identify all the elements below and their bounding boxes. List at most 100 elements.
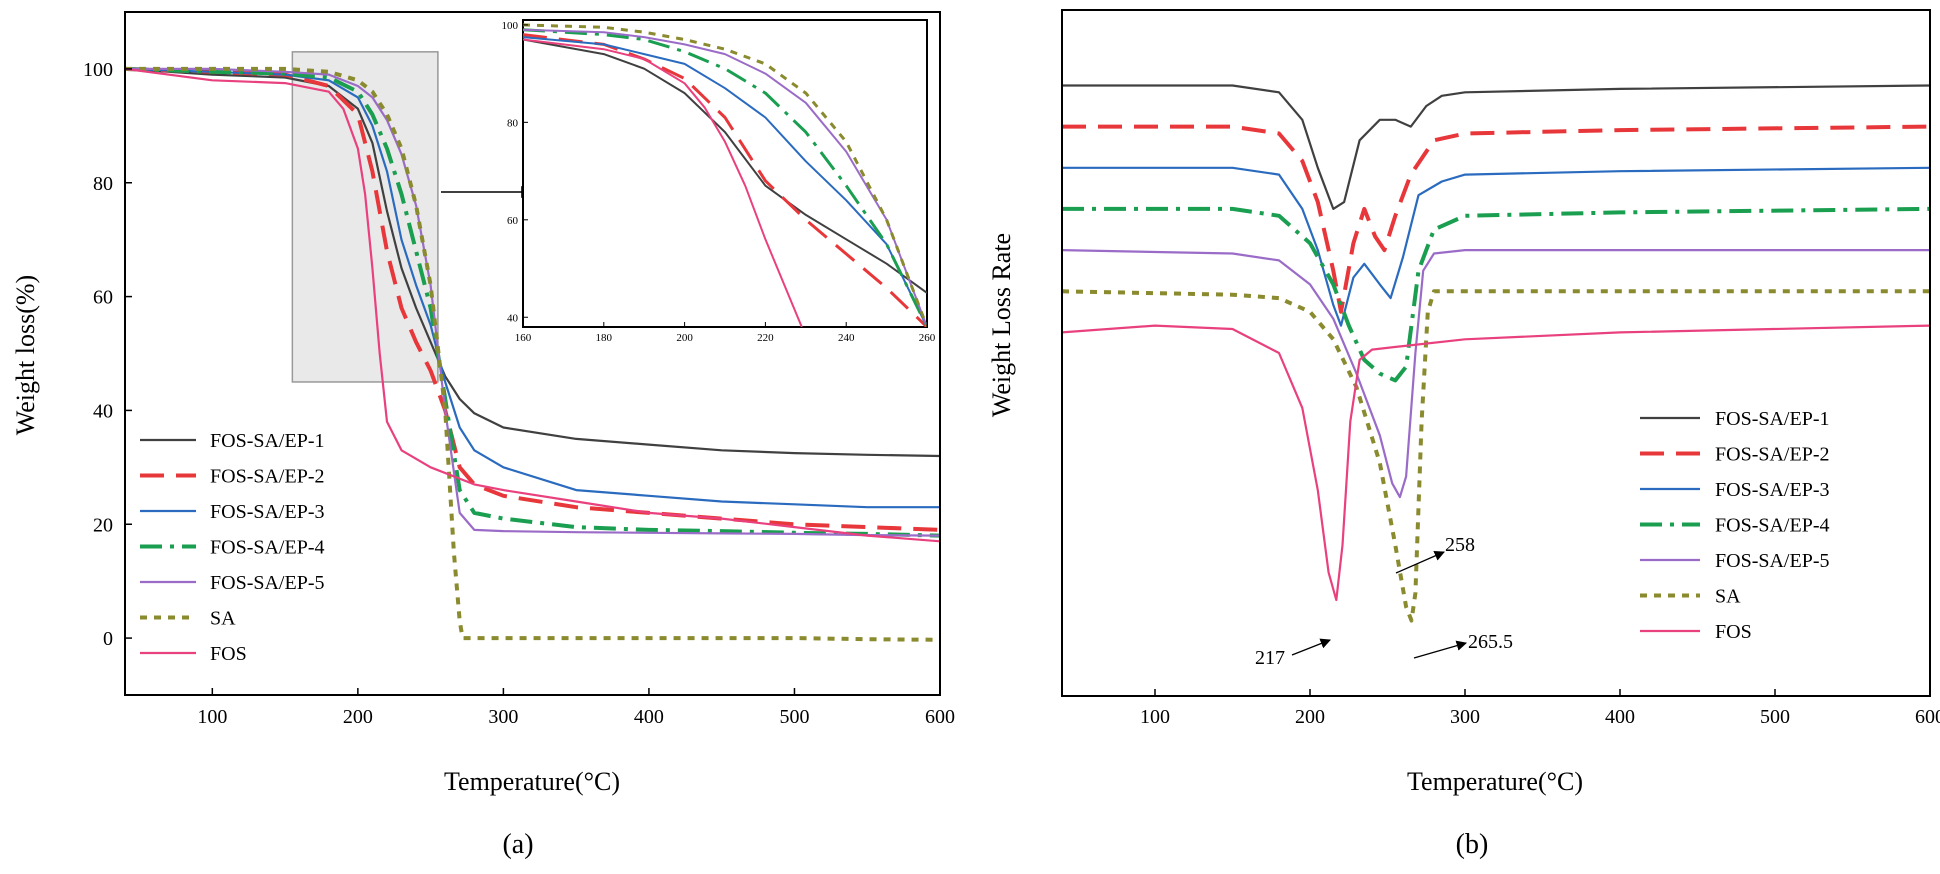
panel-b-x-tick-label: 600 xyxy=(1915,706,1940,728)
panel-a-y-tick-label: 0 xyxy=(103,628,113,650)
inset-series-fos xyxy=(523,38,803,327)
legend-label: FOS-SA/EP-1 xyxy=(210,430,324,452)
legend-item-fos-sa-ep-1: FOS-SA/EP-1 xyxy=(140,430,324,452)
panel-b-series-group xyxy=(1062,84,1930,623)
inset-series-fos-sa-ep-2 xyxy=(523,33,927,327)
inset-x-tick-label: 160 xyxy=(515,332,532,344)
panel-b-label: (b) xyxy=(1456,829,1489,860)
panel-a-x-ticks: 100 200 300 400 500 600 xyxy=(197,688,955,728)
legend-label: FOS-SA/EP-5 xyxy=(210,572,324,594)
panel-a-y-tick-label: 80 xyxy=(93,173,113,195)
panel-a-x-tick-label: 100 xyxy=(197,706,227,728)
panel-a-y-tick-label: 100 xyxy=(83,59,113,81)
inset-series-fos-sa-ep-3 xyxy=(523,36,927,327)
legend-item-fos-sa-ep-5: FOS-SA/EP-5 xyxy=(1640,550,1829,572)
legend-item-fos-sa-ep-3: FOS-SA/EP-3 xyxy=(140,501,324,523)
legend-item-fos-sa-ep-2: FOS-SA/EP-2 xyxy=(1640,444,1829,466)
legend-item-sa: SA xyxy=(140,608,236,630)
inset-x-tick-label: 220 xyxy=(757,332,774,344)
legend-item-fos-sa-ep-2: FOS-SA/EP-2 xyxy=(140,466,324,488)
panel-b-series-fos-sa-ep-5 xyxy=(1062,249,1930,499)
legend-item-fos: FOS xyxy=(1640,621,1752,643)
panel-b-series-fos-sa-ep-2 xyxy=(1062,124,1930,314)
panel-b-legend: FOS-SA/EP-1 FOS-SA/EP-2 FOS-SA/EP-3 FOS-SA/… xyxy=(1640,408,1829,643)
legend-label: FOS xyxy=(210,643,247,665)
panel-a-x-tick-label: 200 xyxy=(343,706,373,728)
inset-plot: 160 180 200 220 240 260 40 60 80 100 xyxy=(502,19,936,344)
panel-b-x-tick-label: 400 xyxy=(1605,706,1635,728)
inset-series-fos-sa-ep-1 xyxy=(523,38,927,294)
panel-b-series-sa xyxy=(1062,289,1930,623)
annotation-217: 217 xyxy=(1255,647,1285,669)
inset-series-fos-sa-ep-5 xyxy=(523,28,927,327)
inset-x-tick-label: 200 xyxy=(676,332,693,344)
panel-b-series-fos-sa-ep-1 xyxy=(1062,84,1930,210)
panel-a-y-tick-label: 40 xyxy=(93,400,113,422)
annotation-265-5-arrow xyxy=(1413,640,1467,659)
inset-y-tick-label: 80 xyxy=(507,117,519,129)
panel-b-x-tick-label: 500 xyxy=(1760,706,1790,728)
panel-a-y-tick-label: 20 xyxy=(93,514,113,536)
panel-a-y-tick-label: 60 xyxy=(93,287,113,309)
inset-series-sa xyxy=(523,23,927,327)
legend-label: FOS-SA/EP-3 xyxy=(1715,479,1829,501)
inset-x-tick-label: 180 xyxy=(596,332,613,344)
legend-label: SA xyxy=(1715,586,1741,608)
inset-x-ticks: 160 180 200 220 240 260 xyxy=(515,322,936,344)
panel-a-legend: FOS-SA/EP-1 FOS-SA/EP-2 FOS-SA/EP-3 FOS-SA/… xyxy=(140,430,324,665)
inset-y-ticks: 40 60 80 100 xyxy=(502,20,528,324)
panel-a-series-fos xyxy=(125,67,940,543)
legend-label: FOS xyxy=(1715,621,1752,643)
legend-item-sa: SA xyxy=(1640,586,1741,608)
legend-item-fos-sa-ep-5: FOS-SA/EP-5 xyxy=(140,572,324,594)
panel-a-label: (a) xyxy=(502,829,533,860)
legend-item-fos: FOS xyxy=(140,643,247,665)
legend-label: FOS-SA/EP-4 xyxy=(1715,515,1829,537)
panel-b-x-tick-label: 100 xyxy=(1140,706,1170,728)
panel-a-y-ticks: 0 20 40 60 80 100 xyxy=(83,59,132,650)
annotation-258: 258 xyxy=(1445,534,1475,556)
panel-b-x-tick-label: 300 xyxy=(1450,706,1480,728)
annotation-265-5: 265.5 xyxy=(1468,631,1513,653)
legend-item-fos-sa-ep-3: FOS-SA/EP-3 xyxy=(1640,479,1829,501)
panel-b-series-fos-sa-ep-3 xyxy=(1062,166,1930,327)
annotation-217-arrow xyxy=(1291,638,1331,656)
panel-a-series-sa xyxy=(125,66,940,642)
legend-label: FOS-SA/EP-3 xyxy=(210,501,324,523)
zoom-region-box xyxy=(291,51,439,383)
legend-label: FOS-SA/EP-1 xyxy=(1715,408,1829,430)
panel-a-x-axis-title: Temperature(°C) xyxy=(444,767,620,796)
legend-label: FOS-SA/EP-5 xyxy=(1715,550,1829,572)
panel-a-series-group xyxy=(125,66,940,642)
legend-item-fos-sa-ep-4: FOS-SA/EP-4 xyxy=(1640,515,1829,537)
panel-b-series-fos-sa-ep-4 xyxy=(1062,206,1930,383)
inset-x-tick-label: 240 xyxy=(838,332,855,344)
inset-y-tick-label: 100 xyxy=(502,20,519,32)
legend-item-fos-sa-ep-1: FOS-SA/EP-1 xyxy=(1640,408,1829,430)
legend-label: FOS-SA/EP-2 xyxy=(210,466,324,488)
panel-b-annotations: 217 258 265.5 xyxy=(1255,534,1513,669)
inset-frame xyxy=(522,19,928,328)
inset-x-tick-label: 260 xyxy=(919,332,936,344)
legend-label: SA xyxy=(210,608,236,630)
panel-a-y-axis-title: Weight loss(%) xyxy=(11,275,40,435)
inset-y-tick-label: 60 xyxy=(507,215,519,227)
panel-a-x-tick-label: 400 xyxy=(634,706,664,728)
panel-b-x-ticks: 100 200 300 400 500 600 xyxy=(1140,689,1940,728)
inset-series-group xyxy=(523,23,927,327)
inset-y-tick-label: 40 xyxy=(507,312,519,324)
panel-b-plot-frame xyxy=(1061,9,1931,697)
panel-a-plot-frame xyxy=(124,11,941,696)
legend-item-fos-sa-ep-4: FOS-SA/EP-4 xyxy=(140,537,324,559)
panel-a-x-tick-label: 600 xyxy=(925,706,955,728)
panel-b-x-tick-label: 200 xyxy=(1295,706,1325,728)
panel-a-x-tick-label: 500 xyxy=(779,706,809,728)
legend-label: FOS-SA/EP-2 xyxy=(1715,444,1829,466)
panel-b-series-fos xyxy=(1062,324,1930,602)
panel-a: 100 200 300 400 500 600 0 20 40 60 80 100 Temperat… xyxy=(11,11,955,860)
inset-series-fos-sa-ep-4 xyxy=(523,28,927,327)
legend-label: FOS-SA/EP-4 xyxy=(210,537,324,559)
panel-b-y-axis-title: Weight Loss Rate xyxy=(987,233,1016,417)
panel-b-x-axis-title: Temperature(°C) xyxy=(1407,767,1583,796)
